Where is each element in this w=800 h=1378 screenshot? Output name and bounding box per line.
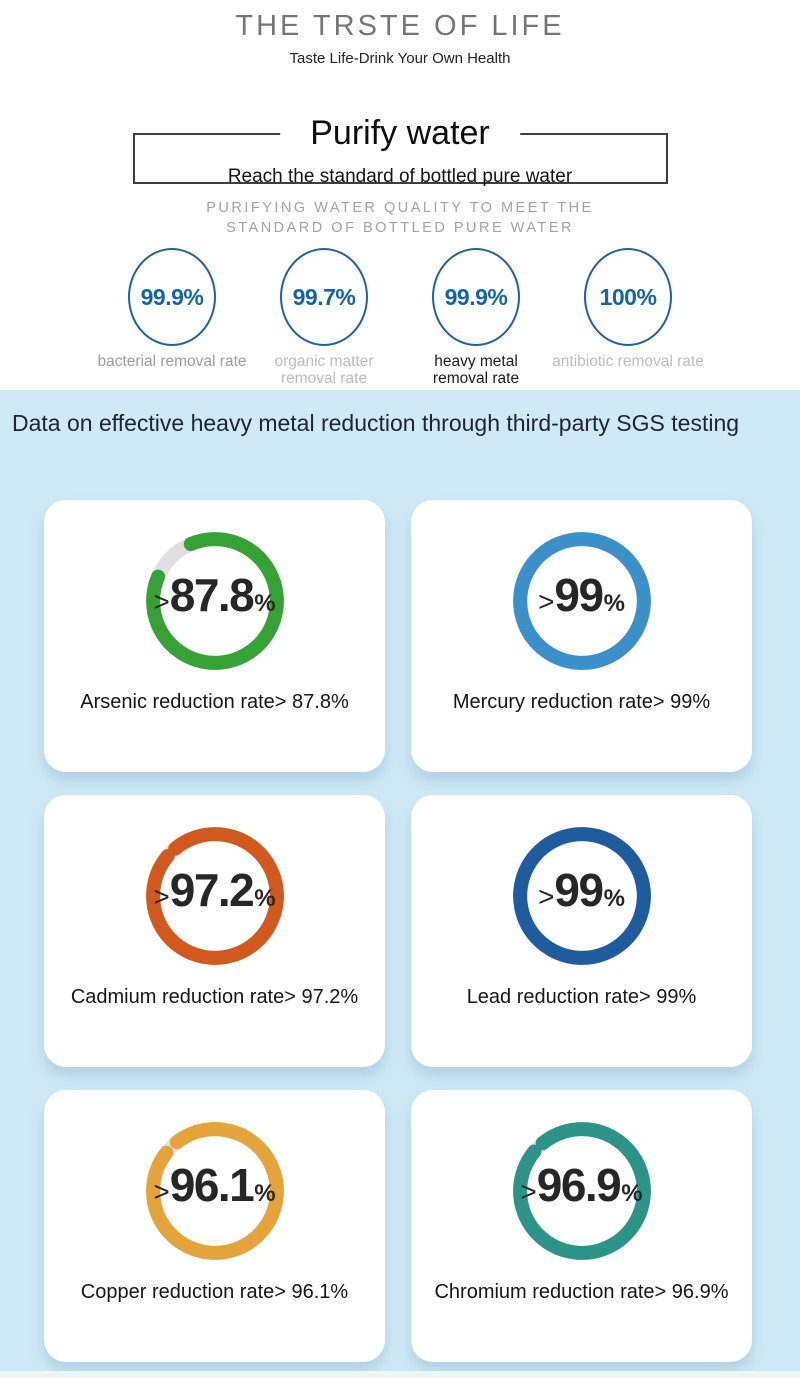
- greater-than-sign: >: [520, 1176, 537, 1207]
- ring-chart: >97.2%: [140, 821, 290, 971]
- removal-stats-row: 99.9% bacterial removal rate 99.7% organ…: [0, 248, 800, 387]
- purify-subtitle: Reach the standard of bottled pure water: [227, 166, 573, 187]
- ring-number: 97.2: [169, 864, 255, 916]
- stat-item-antibiotic: 100% antibiotic removal rate: [552, 248, 704, 387]
- card-label: Arsenic reduction rate> 87.8%: [80, 691, 349, 713]
- ring-number: 96.9: [536, 1159, 622, 1211]
- stat-label: organic matter removal rate: [274, 353, 374, 387]
- metal-card-cadmium: >97.2% Cadmium reduction rate> 97.2%: [44, 795, 385, 1067]
- metal-card-lead: >99% Lead reduction rate> 99%: [411, 795, 752, 1067]
- stat-item-bacterial: 99.9% bacterial removal rate: [96, 248, 248, 387]
- purify-caption-line2: STANDARD OF BOTTLED PURE WATER: [226, 220, 574, 236]
- stat-ellipse: 99.9%: [128, 248, 216, 346]
- brand-tagline: Taste Life-Drink Your Own Health: [289, 50, 511, 67]
- stat-value: 99.9%: [140, 283, 204, 310]
- card-label: Mercury reduction rate> 99%: [452, 691, 711, 713]
- percent-sign: %: [254, 885, 276, 912]
- ring-chart: >99%: [507, 821, 657, 971]
- ring-value: >96.9%: [507, 1116, 657, 1266]
- purify-title: Purify water: [280, 108, 520, 158]
- ring-arc: [145, 532, 284, 670]
- metal-card-mercury: >99% Mercury reduction rate> 99%: [411, 500, 752, 772]
- ring-chart: >87.8%: [140, 526, 290, 676]
- card-label: Chromium reduction rate> 96.9%: [434, 1281, 729, 1303]
- ring-chart: >96.9%: [507, 1116, 657, 1266]
- ring-arc: [145, 827, 284, 965]
- metal-card-copper: >96.1% Copper reduction rate> 96.1%: [44, 1090, 385, 1362]
- percent-sign: %: [621, 1180, 643, 1207]
- stat-value: 100%: [599, 283, 657, 310]
- greater-than-sign: >: [538, 586, 555, 617]
- percent-sign: %: [603, 885, 625, 912]
- ring-svg: [145, 532, 284, 670]
- percent-sign: %: [603, 590, 625, 617]
- section-heading: Data on effective heavy metal reduction …: [12, 410, 740, 436]
- header-section: THE TRSTE OF LIFE Taste Life-Drink Your …: [0, 0, 800, 390]
- metal-card-chromium: >96.9% Chromium reduction rate> 96.9%: [411, 1090, 752, 1362]
- stat-value: 99.9%: [444, 283, 508, 310]
- greater-than-sign: >: [153, 586, 170, 617]
- ring-svg: [512, 827, 651, 965]
- ring-number: 99: [554, 569, 604, 621]
- ring-value: >87.8%: [140, 526, 290, 676]
- purify-caption: PURIFYING WATER QUALITY TO MEET THE STAN…: [0, 198, 800, 238]
- ring-chart: >99%: [507, 526, 657, 676]
- ring-value: >99%: [507, 526, 657, 676]
- stat-label: antibiotic removal rate: [552, 353, 704, 370]
- stat-label: heavy metal removal rate: [432, 353, 520, 387]
- ring-svg: [512, 532, 651, 670]
- ring-value: >99%: [507, 821, 657, 971]
- greater-than-sign: >: [153, 881, 170, 912]
- purify-caption-line1: PURIFYING WATER QUALITY TO MEET THE: [206, 200, 594, 216]
- stat-ellipse: 99.7%: [280, 248, 368, 346]
- ring-svg: [145, 827, 284, 965]
- ring-value: >96.1%: [140, 1116, 290, 1266]
- percent-sign: %: [254, 590, 276, 617]
- ring-value: >97.2%: [140, 821, 290, 971]
- metal-card-arsenic: >87.8% Arsenic reduction rate> 87.8%: [44, 500, 385, 772]
- ring-number: 96.1: [169, 1159, 255, 1211]
- ring-arc: [145, 1122, 284, 1260]
- stat-item-heavy-metal: 99.9% heavy metal removal rate: [400, 248, 552, 387]
- ring-svg: [145, 1122, 284, 1260]
- purify-box: Purify water Reach the standard of bottl…: [132, 108, 668, 187]
- card-label: Lead reduction rate> 99%: [466, 986, 697, 1008]
- stat-value: 99.7%: [292, 283, 356, 310]
- stat-label: bacterial removal rate: [97, 353, 247, 370]
- stat-ellipse: 100%: [584, 248, 672, 346]
- metal-cards-grid: >87.8% Arsenic reduction rate> 87.8% >99…: [0, 500, 800, 1362]
- ring-arc: [512, 827, 651, 965]
- card-label: Cadmium reduction rate> 97.2%: [70, 986, 359, 1008]
- ring-number: 99: [554, 864, 604, 916]
- ring-number: 87.8: [169, 569, 255, 621]
- ring-arc: [512, 532, 651, 670]
- stat-item-organic-matter: 99.7% organic matter removal rate: [248, 248, 400, 387]
- card-label: Copper reduction rate> 96.1%: [80, 1281, 349, 1303]
- greater-than-sign: >: [153, 1176, 170, 1207]
- footer-strip: [0, 1371, 800, 1378]
- greater-than-sign: >: [538, 881, 555, 912]
- sgs-section: Data on effective heavy metal reduction …: [0, 390, 800, 1371]
- percent-sign: %: [254, 1180, 276, 1207]
- brand-title: THE TRSTE OF LIFE: [235, 10, 565, 42]
- ring-svg: [512, 1122, 651, 1260]
- stat-ellipse: 99.9%: [432, 248, 520, 346]
- ring-arc: [512, 1122, 651, 1260]
- ring-chart: >96.1%: [140, 1116, 290, 1266]
